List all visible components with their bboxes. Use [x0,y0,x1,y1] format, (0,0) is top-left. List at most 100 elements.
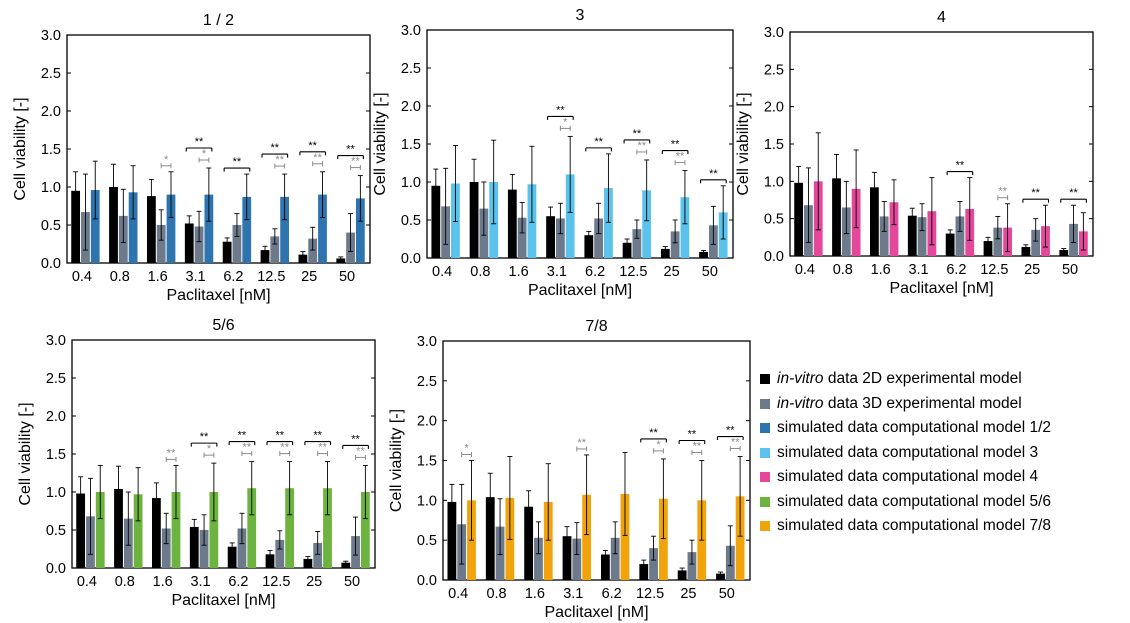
legend-swatch [760,521,770,532]
x-tick-label: 1.6 [509,264,529,280]
bar-3 [582,494,592,580]
bar-1 [524,506,534,580]
y-tick-label: 0.5 [46,523,66,539]
bar-3 [680,197,690,258]
y-axis-label: Cell viability [-] [388,409,405,512]
bar-1 [71,190,81,263]
x-tick-label: 0.8 [470,264,490,280]
x-tick-label: 0.8 [110,269,130,285]
significance-stars-gray: ** [356,445,365,457]
bar-1 [584,235,594,258]
bar-1 [431,185,441,258]
x-tick-label: 3.1 [190,574,210,590]
significance-stars-gray: * [202,148,207,160]
significance-stars: ** [1069,187,1078,199]
bar-1 [546,216,555,258]
legend-label: simulated data computational model 3 [777,444,1038,462]
significance-stars: ** [956,160,965,172]
significance-stars-gray: ** [318,442,327,454]
x-tick-label: 0.8 [115,574,135,590]
legend-label: simulated data computational model 4 [777,468,1038,486]
y-tick-label: 2.0 [41,104,61,120]
significance-stars-gray: * [563,116,568,128]
chart-title: 1 / 2 [203,12,234,29]
charts-group: 0.0 0.5 1.0 1.5 2.0 2.5 3.0 1 / 2 Cell viability… [12,7,1094,621]
bar-1 [76,493,86,568]
y-tick-label: 1.0 [46,485,66,501]
significance-stars: ** [1031,187,1040,199]
x-tick-label: 12.5 [980,262,1008,278]
bar-1 [983,241,993,256]
bar-1 [832,178,841,256]
y-tick-label: 2.0 [46,409,66,425]
x-axis-label: Paclitaxel [nM] [171,592,275,609]
bar-2 [275,539,285,568]
x-axis-label: Paclitaxel [nM] [544,604,648,621]
legend-label-text: simulated data computational model 5/6 [777,492,1051,510]
x-tick-label: 12.5 [262,574,290,590]
significance-stars: ** [276,430,285,442]
bar-1 [189,526,199,568]
x-tick-label: 6.2 [585,264,605,280]
x-tick-label: 25 [680,586,696,602]
bar-1 [341,562,351,568]
x-tick-label: 50 [344,574,360,590]
bar-1 [109,187,118,263]
x-tick-label: 12.5 [636,586,664,602]
chart-title: 7/8 [585,318,607,335]
significance-stars: ** [709,168,718,180]
bar-1 [507,189,517,258]
bar-1 [146,196,156,263]
significance-stars-gray: * [464,443,469,455]
y-tick-label: 3.0 [764,25,784,41]
bar-1 [485,497,495,580]
significance-stars: ** [594,136,603,148]
legend-item: simulated data computational model 5/6 [760,490,1130,515]
significance-stars-gray: ** [280,442,289,454]
bar-2 [610,537,620,580]
y-tick-label: 2.5 [417,374,437,390]
y-tick-label: 1.0 [764,174,784,190]
legend-label-text: data 2D experimental model [823,370,1022,388]
legend-label-italic: in-vitro [777,394,824,412]
bar-3 [280,196,290,263]
legend-label-text: simulated data computational model 1/2 [777,419,1051,437]
bar-3 [95,492,105,568]
y-tick-label: 1.5 [401,137,421,153]
x-tick-label: 0.4 [448,586,468,602]
bar-2 [879,216,889,256]
significance-stars: ** [726,425,735,437]
x-tick-label: 25 [1024,262,1040,278]
x-tick-label: 3.1 [908,262,928,278]
legend-item: in-vitro data 3D experimental model [760,392,1130,417]
bar-1 [869,187,879,256]
x-tick-label: 0.8 [833,262,853,278]
bar-2 [594,218,604,258]
bar-1 [600,554,610,580]
x-tick-label: 25 [664,264,680,280]
legend-item: in-vitro data 2D experimental model [760,367,1130,392]
bar-2 [687,552,697,580]
bar-2 [555,218,565,258]
legend-label-italic: in-vitro [777,370,824,388]
bar-2 [534,537,543,580]
bar-1 [1059,250,1069,256]
y-tick-label: 3.0 [41,28,61,44]
y-axis-label: Cell viability [-] [17,402,34,505]
significance-stars: ** [633,128,642,140]
y-tick-label: 0.5 [764,212,784,228]
legend-label-text: simulated data computational model 3 [777,443,1039,461]
x-tick-label: 6.2 [223,269,243,285]
bar-1 [260,250,270,263]
significance-stars-gray: ** [637,140,646,152]
y-tick-label: 2.5 [764,62,784,78]
y-tick-label: 3.0 [46,333,66,349]
x-tick-label: 50 [339,269,355,285]
bar-2 [572,538,582,580]
legend-swatch [760,496,770,507]
chart-panel-5: 0.0 0.5 1.0 1.5 2.0 2.5 3.0 7/8 Cell viability [… [388,318,751,621]
bar-3 [543,501,553,580]
y-tick-label: 0.5 [417,533,437,549]
x-tick-label: 12.5 [257,269,285,285]
chart-panel-3: 0.0 0.5 1.0 1.5 2.0 2.5 3.0 4 Cell viability [-]… [735,9,1094,297]
